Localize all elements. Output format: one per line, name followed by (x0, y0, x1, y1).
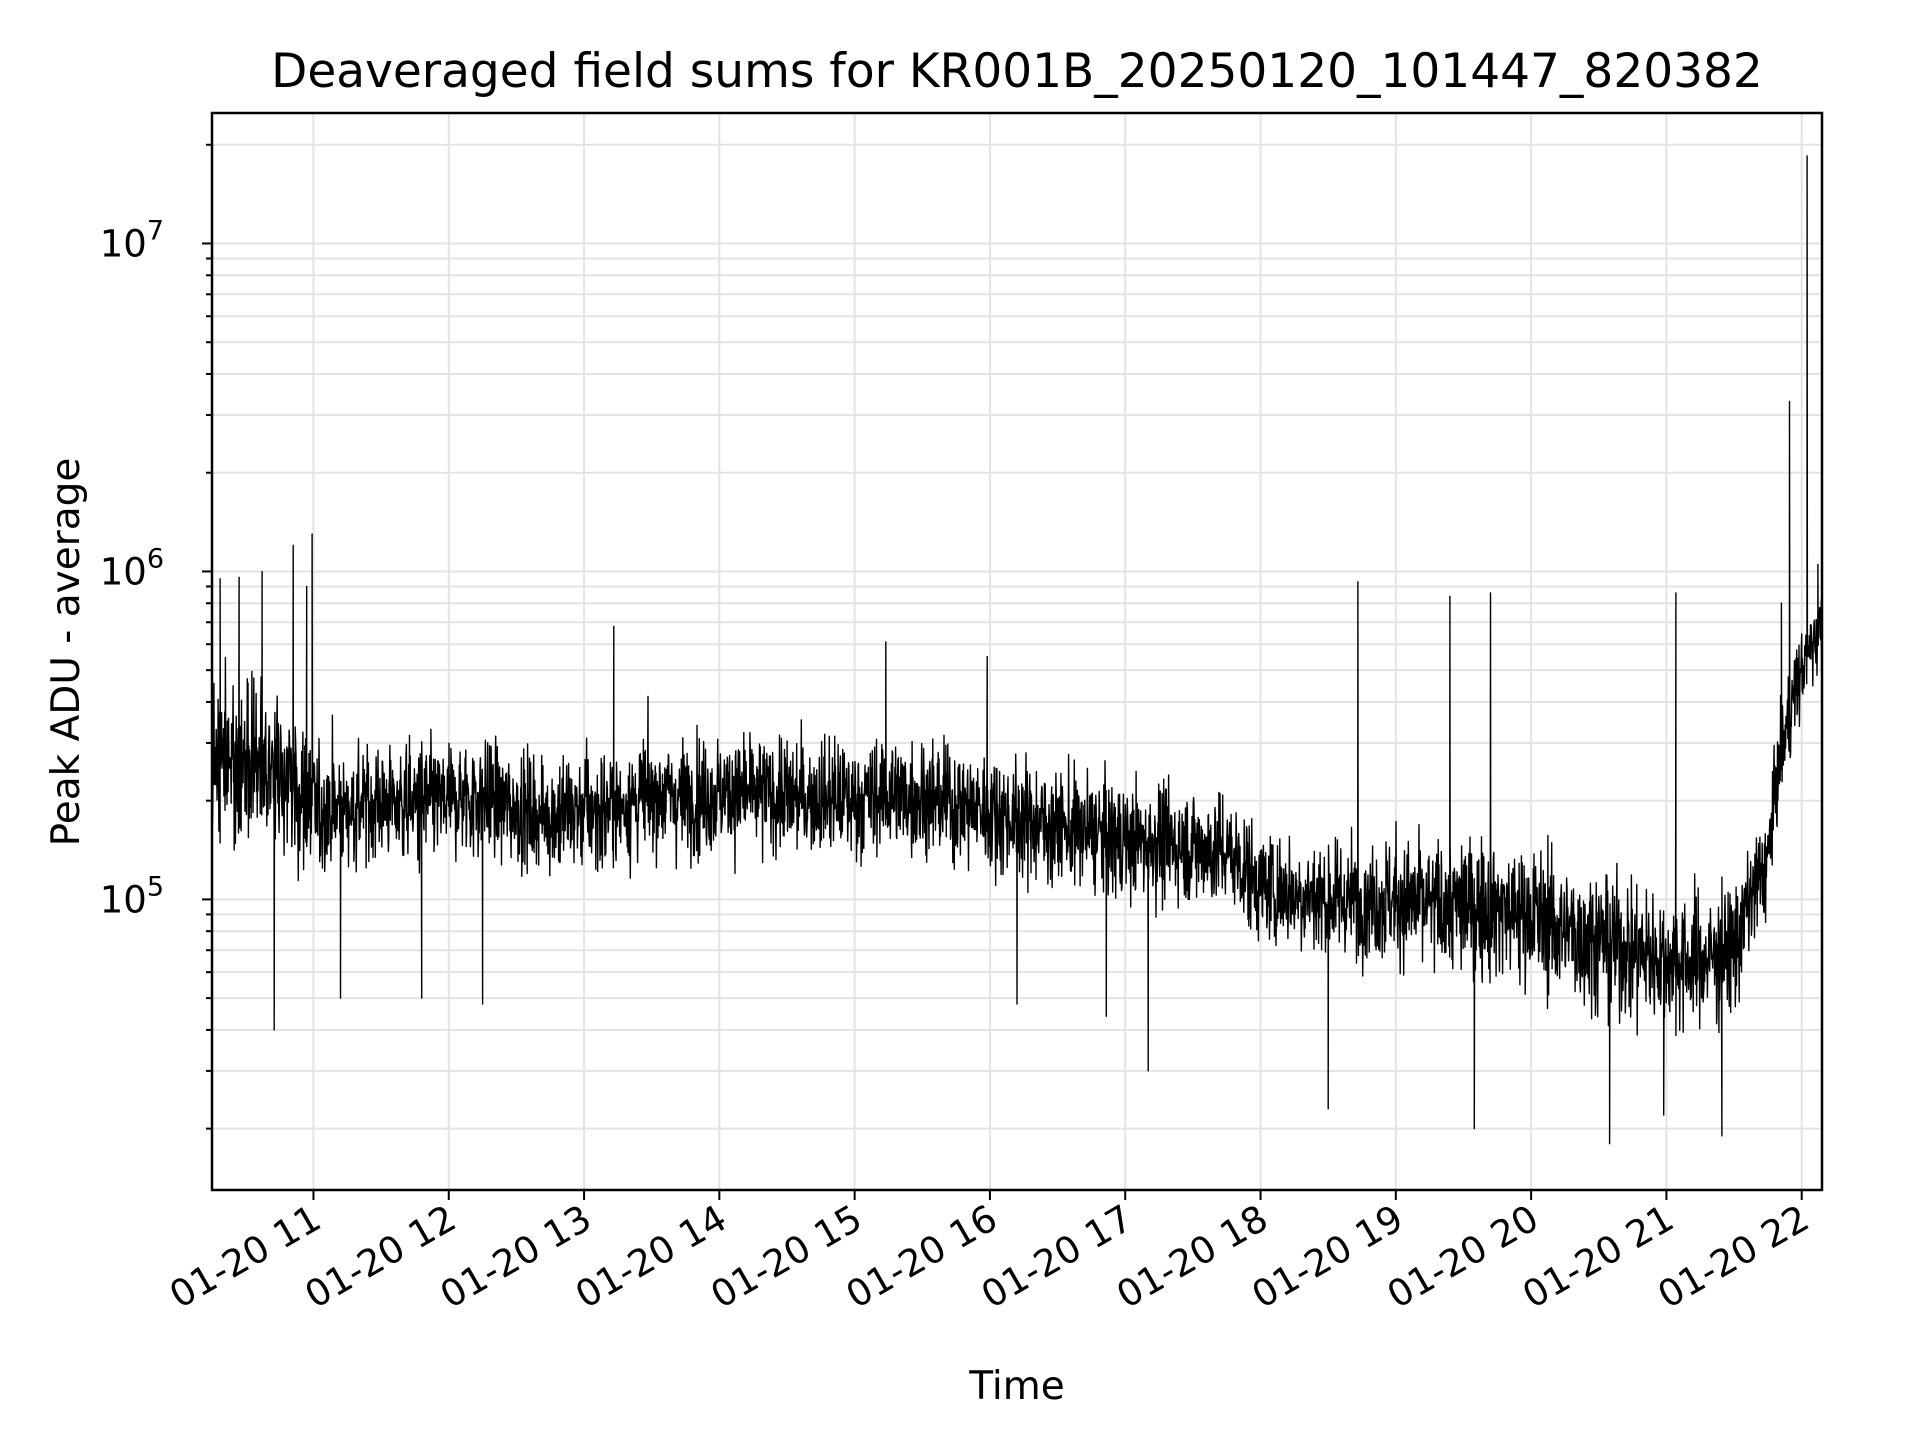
y-axis-label: Peak ADU - average (44, 458, 89, 847)
axes-frame (210, 111, 1824, 1192)
chart-title: Deaveraged field sums for KR001B_2025012… (271, 44, 1763, 99)
y-tick-label: 106 (100, 543, 164, 593)
x-axis-label: Time (968, 1364, 1064, 1409)
series-line (211, 155, 1823, 1145)
y-tick-label: 107 (100, 216, 164, 266)
y-tick-label: 105 (100, 871, 164, 921)
plot-area (211, 155, 1823, 1145)
